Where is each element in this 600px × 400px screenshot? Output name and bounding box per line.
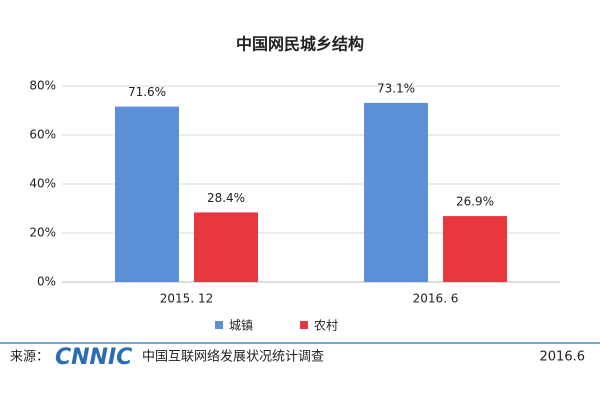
bar [443, 216, 507, 282]
x-tick-label: 2016. 6 [413, 292, 459, 306]
bar [364, 102, 428, 282]
legend-label: 城镇 [229, 319, 253, 333]
x-tick-label: 2015. 12 [160, 292, 213, 306]
chart-title: 中国网民城乡结构 [236, 35, 364, 54]
source-label: 来源： [10, 350, 49, 365]
y-tick-label: 80% [29, 79, 56, 93]
legend-swatch [215, 321, 223, 329]
y-tick-label: 60% [29, 128, 56, 142]
value-label: 26.9% [456, 195, 494, 209]
legend-swatch [300, 321, 308, 329]
legend-label: 农村 [314, 319, 338, 333]
logo: CNNIC [55, 345, 132, 370]
bar [115, 106, 179, 282]
source: 中国互联网络发展状况统计调查 [142, 349, 324, 365]
bar [194, 212, 258, 282]
y-tick-label: 20% [29, 226, 56, 240]
footer-date: 2016.6 [540, 350, 586, 365]
value-label: 73.1% [377, 81, 415, 95]
value-label: 71.6% [128, 85, 166, 99]
y-tick-label: 0% [37, 275, 56, 289]
y-tick-label: 40% [29, 177, 56, 191]
value-label: 28.4% [207, 191, 245, 205]
